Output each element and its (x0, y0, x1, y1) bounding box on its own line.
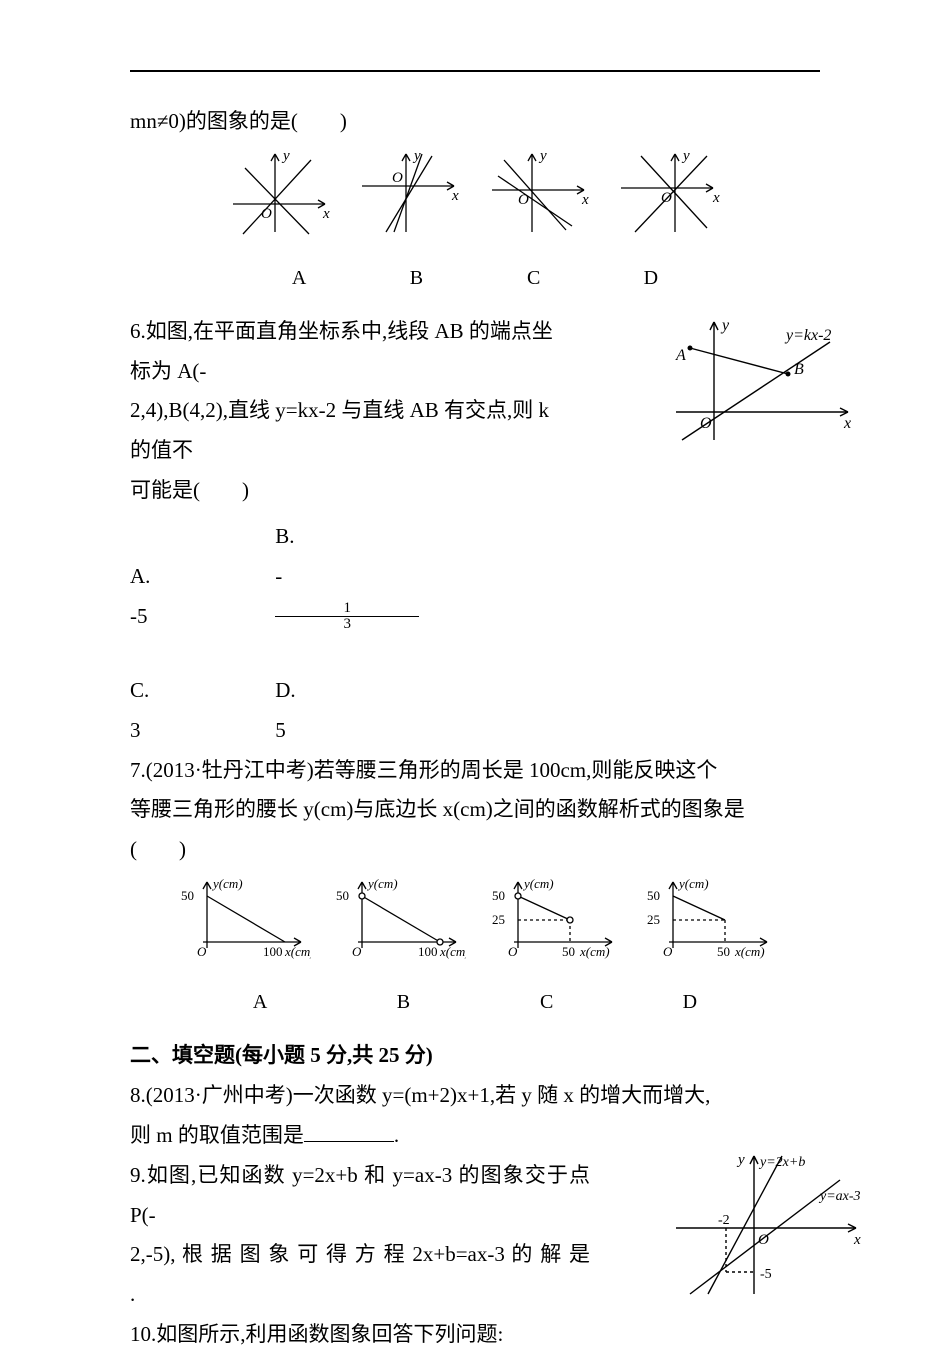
svg-text:O: O (518, 192, 529, 208)
svg-text:O: O (508, 944, 518, 959)
q5-cap-B: B (360, 259, 472, 297)
q9-line2: 2,-5), 根 据 图 象 可 得 方 程 2x+b=ax-3 的 解 是 (130, 1235, 590, 1275)
q6-line2: 2,4),B(4,2),直线 y=kx-2 与直线 AB 有交点,则 k 的值不 (130, 391, 560, 471)
svg-text:50: 50 (181, 888, 194, 903)
svg-text:y: y (681, 148, 690, 164)
svg-text:-2: -2 (718, 1213, 730, 1228)
q7-caps: A B C D (130, 982, 820, 1022)
svg-text:y(cm): y(cm) (677, 876, 709, 891)
svg-text:B: B (794, 361, 804, 378)
q6-opt-D: D.5 (275, 671, 415, 751)
svg-text:25: 25 (647, 912, 660, 927)
svg-text:50: 50 (717, 944, 730, 959)
svg-text:x(cm): x(cm) (579, 944, 610, 959)
svg-text:O: O (758, 1232, 769, 1248)
svg-text:y: y (736, 1152, 745, 1168)
q7-graph-C: y(cm) 50 25 O 50 x(cm) (484, 876, 622, 962)
q9-block: 9.如图,已知函数 y=2x+b 和 y=ax-3 的图象交于点 P(- 2,-… (130, 1156, 820, 1316)
q8-blank (304, 1118, 394, 1142)
svg-text:y=kx-2: y=kx-2 (784, 327, 831, 344)
svg-text:y: y (538, 148, 547, 164)
q10-text: 10.如图所示,利用函数图象回答下列问题: (130, 1315, 820, 1355)
svg-text:x: x (853, 1232, 861, 1248)
svg-text:y=2x+b: y=2x+b (758, 1155, 805, 1170)
q5-graph-D: y x O (613, 146, 725, 238)
q6-opt-B: B.-13 (275, 517, 415, 637)
q6-line3: 可能是( ) (130, 471, 560, 511)
q5-cap-A: A (243, 259, 355, 297)
svg-text:100: 100 (263, 944, 283, 959)
svg-text:x(cm): x(cm) (439, 944, 466, 959)
top-rule (130, 70, 820, 72)
q5-tail: mn≠0)的图象的是( ) (130, 102, 820, 142)
svg-text:O: O (392, 170, 403, 186)
q5-cap-D: D (595, 259, 707, 297)
q7-line3: ( ) (130, 830, 820, 870)
svg-text:y=ax-3: y=ax-3 (818, 1189, 861, 1204)
svg-text:50: 50 (336, 888, 349, 903)
q9-figure: y x O y=2x+b y=ax-3 -2 -5 (670, 1150, 870, 1300)
q5-cap-C: C (478, 259, 590, 297)
q5-graph-C: y x O (484, 146, 596, 238)
svg-text:x: x (322, 206, 330, 222)
q9-line1: 9.如图,已知函数 y=2x+b 和 y=ax-3 的图象交于点 P(- (130, 1156, 590, 1236)
q7-line1: 7.(2013·牡丹江中考)若等腰三角形的周长是 100cm,则能反映这个 (130, 751, 820, 791)
svg-text:x: x (451, 188, 459, 204)
svg-text:y: y (412, 148, 421, 164)
svg-text:25: 25 (492, 912, 505, 927)
svg-text:50: 50 (492, 888, 505, 903)
svg-text:x: x (712, 190, 720, 206)
q7-cap-A: A (191, 983, 329, 1021)
q7-graph-D: y(cm) 50 25 O 50 x(cm) (639, 876, 777, 962)
q5-caps: A B C D (130, 258, 820, 298)
svg-text:y(cm): y(cm) (366, 876, 398, 891)
q7-graph-B: y(cm) 50 O 100 x(cm) (328, 876, 466, 962)
svg-text:x: x (581, 192, 589, 208)
svg-text:x: x (843, 415, 851, 432)
svg-text:O: O (700, 415, 712, 432)
svg-text:O: O (663, 944, 673, 959)
svg-text:y(cm): y(cm) (522, 876, 554, 891)
q6-opt-C: C.3 (130, 671, 270, 751)
svg-text:50: 50 (647, 888, 660, 903)
q6-opt-A: A.-5 (130, 557, 270, 637)
svg-text:-5: -5 (760, 1267, 772, 1282)
svg-text:A: A (675, 347, 686, 364)
q7-cap-C: C (478, 983, 616, 1021)
q7-line2: 等腰三角形的腰长 y(cm)与底边长 x(cm)之间的函数解析式的图象是 (130, 790, 820, 830)
svg-text:y(cm): y(cm) (211, 876, 243, 891)
q8-line1: 8.(2013·广州中考)一次函数 y=(m+2)x+1,若 y 随 x 的增大… (130, 1076, 820, 1116)
q7-graph-row: y(cm) 50 O 100 x(cm) y(cm) 50 O 100 x(cm… (130, 876, 820, 976)
svg-text:x(cm): x(cm) (734, 944, 765, 959)
svg-text:x(cm): x(cm) (284, 944, 311, 959)
svg-text:y: y (720, 317, 730, 334)
q6-options-row2: C.3 D.5 (130, 671, 820, 751)
q5-graph-row: y x O y x O y x O (130, 146, 820, 252)
q6-block: 6.如图,在平面直角坐标系中,线段 AB 的端点坐标为 A(- 2,4),B(4… (130, 312, 820, 511)
svg-text:y: y (281, 148, 290, 164)
q6-figure: y x O A B y=kx-2 (670, 316, 860, 446)
q5-graph-B: y x O (354, 146, 466, 238)
svg-text:O: O (261, 206, 272, 222)
svg-text:O: O (197, 944, 207, 959)
svg-text:50: 50 (562, 944, 575, 959)
q5-graph-A: y x O (225, 146, 337, 238)
q6-line1: 6.如图,在平面直角坐标系中,线段 AB 的端点坐标为 A(- (130, 312, 560, 392)
section2-heading: 二、填空题(每小题 5 分,共 25 分) (130, 1036, 820, 1076)
svg-text:O: O (352, 944, 362, 959)
q9-trailing: . (130, 1275, 590, 1315)
q7-cap-D: D (621, 983, 759, 1021)
svg-text:O: O (661, 190, 672, 206)
svg-text:100: 100 (418, 944, 438, 959)
q7-graph-A: y(cm) 50 O 100 x(cm) (173, 876, 311, 962)
q6-options-row1: A.-5 B.-13 (130, 517, 820, 637)
q7-cap-B: B (334, 983, 472, 1021)
